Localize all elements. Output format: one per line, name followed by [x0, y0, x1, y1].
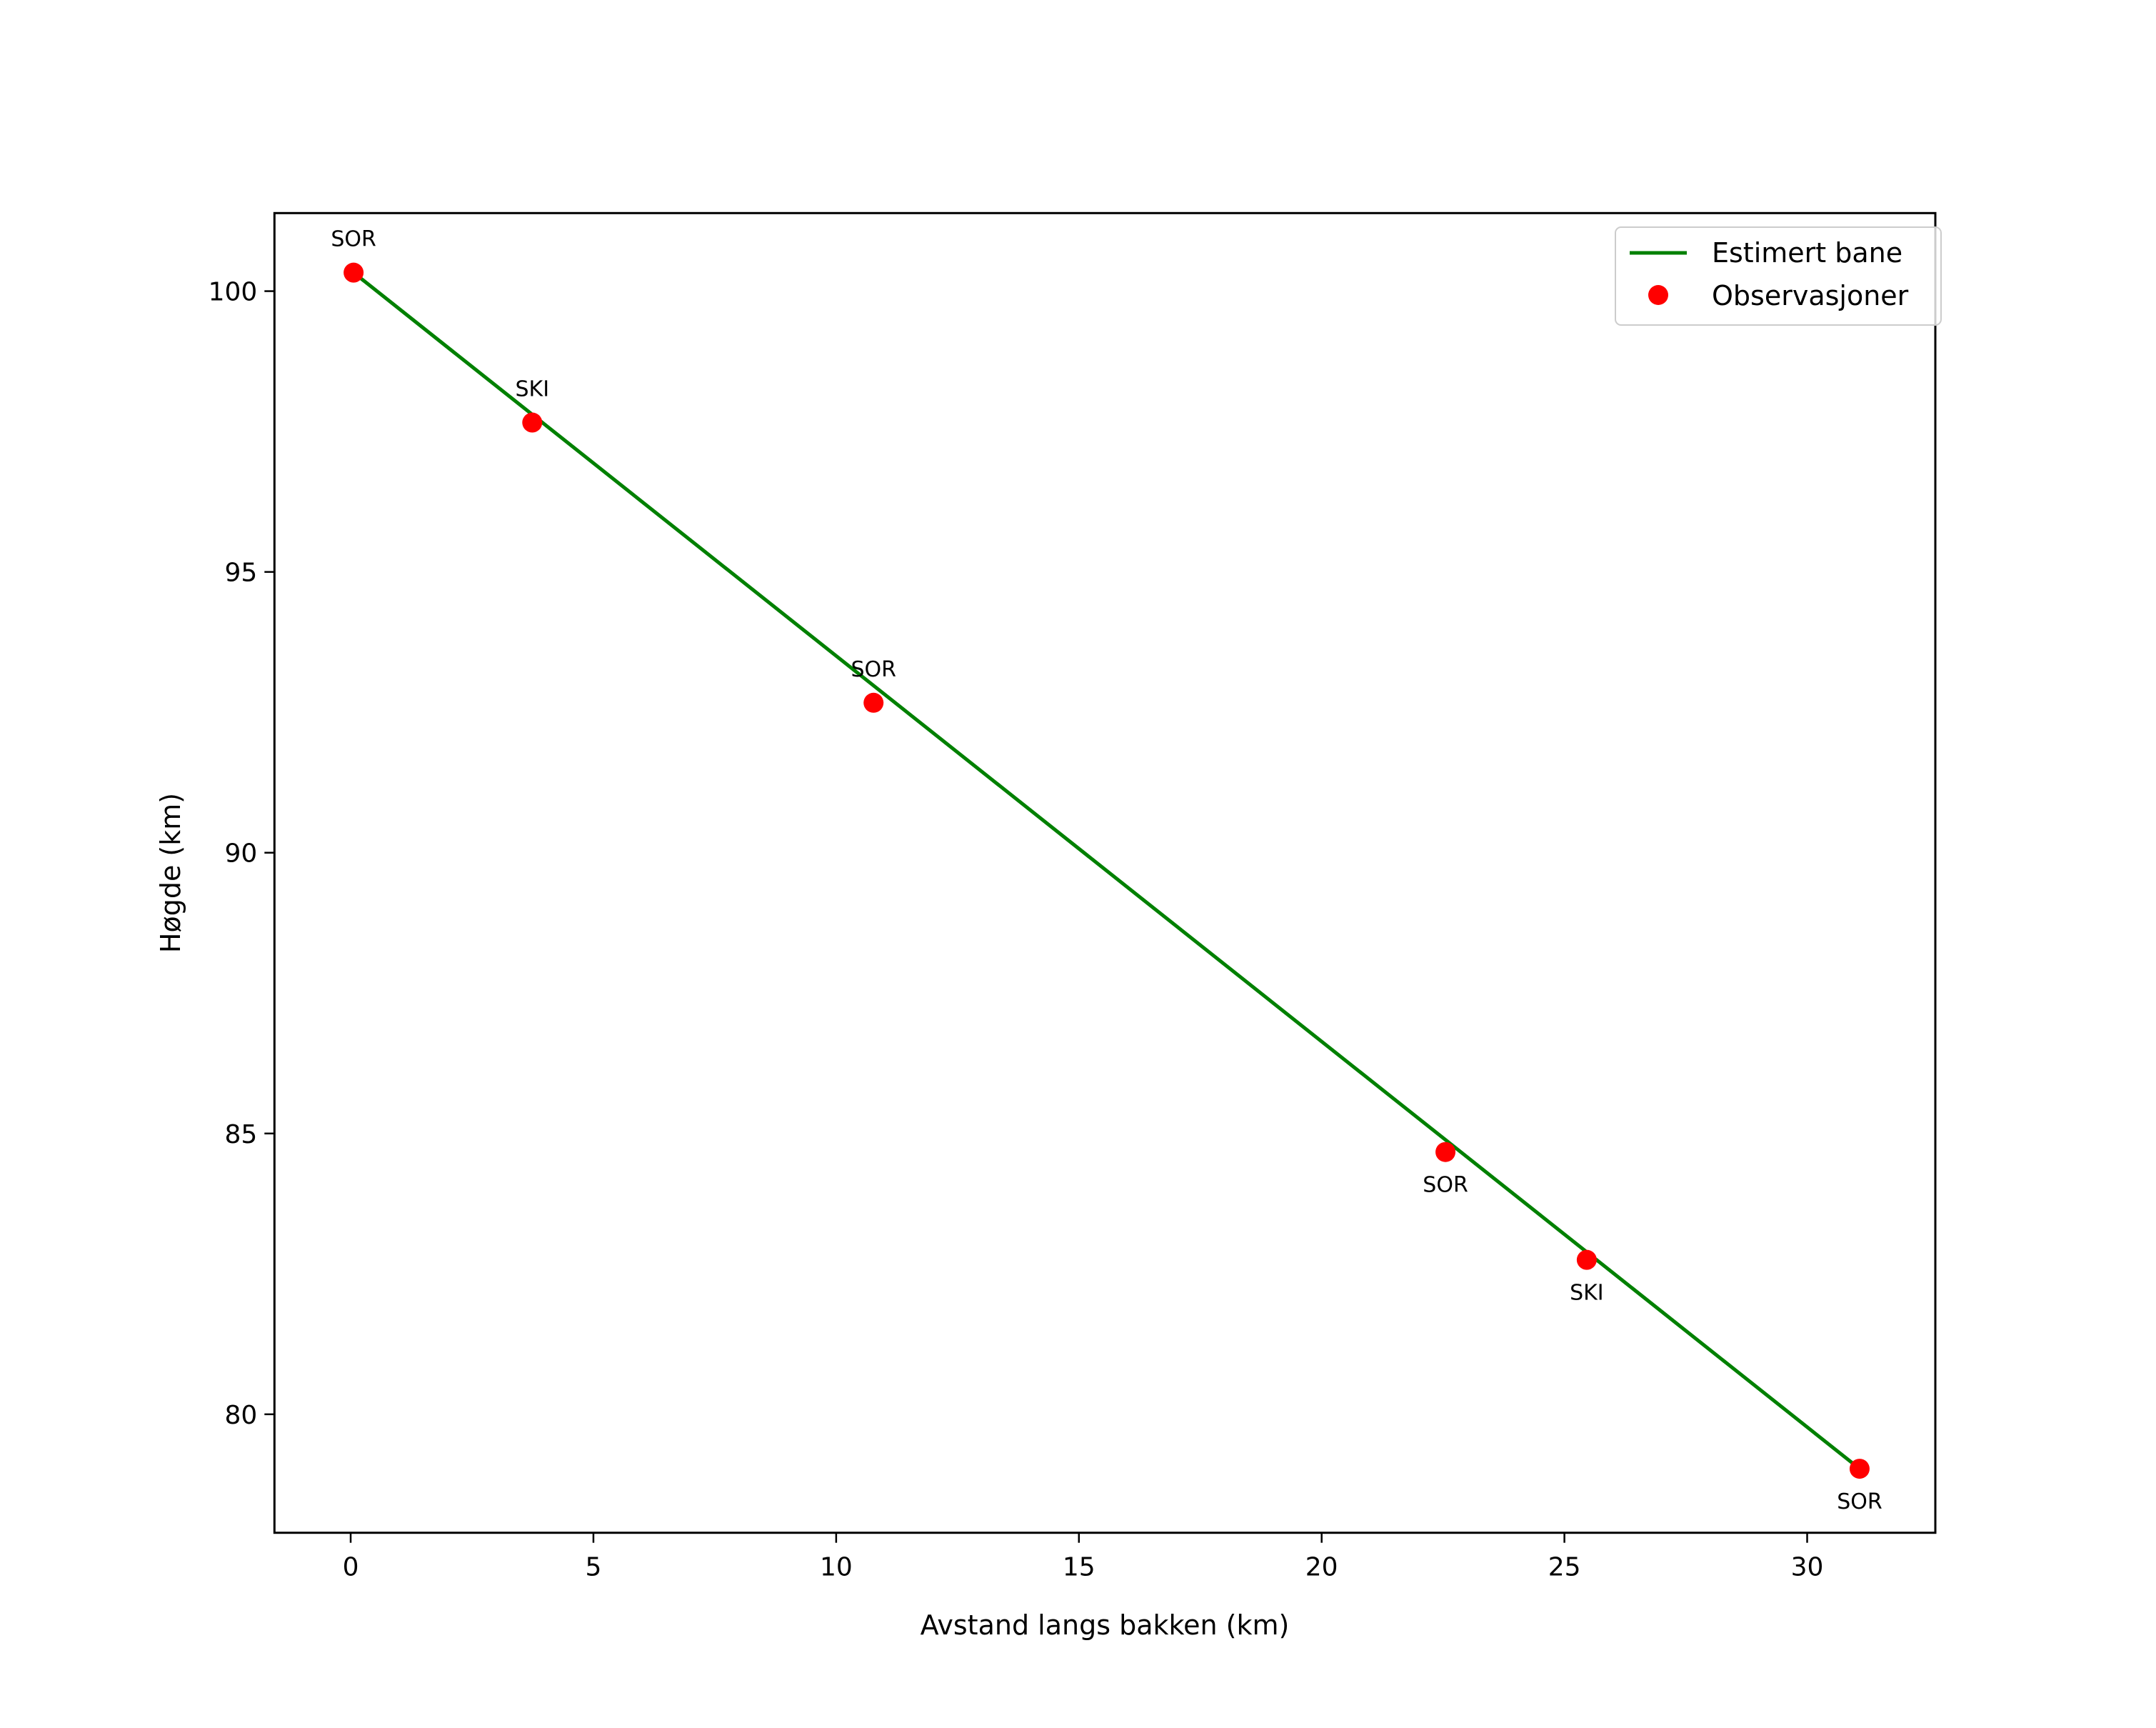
- axes-frame: [273, 211, 1937, 1534]
- x-tick-label: 15: [1063, 1553, 1095, 1582]
- observation-point: [863, 692, 884, 713]
- plot-area: SOR SKI SOR SOR SKI SOR 0 5 10 15 20 25 30 80 85 90 95…: [209, 211, 1937, 1582]
- observation-point: [1435, 1142, 1456, 1162]
- x-tick-label: 20: [1305, 1553, 1338, 1582]
- observation-label: SOR: [331, 227, 376, 252]
- observation-label: SKI: [516, 377, 550, 402]
- y-tick-label: 90: [224, 839, 257, 869]
- trajectory-polyline: [352, 271, 1861, 1471]
- observation-point: [1576, 1249, 1597, 1270]
- legend-label-estimert-bane: Estimert bane: [1712, 237, 1902, 269]
- y-tick-label: 95: [224, 559, 257, 588]
- y-tick-label: 100: [209, 278, 258, 307]
- observation-label: SOR: [1423, 1173, 1468, 1198]
- legend-dot-icon: [1648, 285, 1668, 305]
- y-tick-label: 85: [224, 1120, 257, 1149]
- observation-label: SOR: [1837, 1489, 1882, 1514]
- x-tick-label: 10: [820, 1553, 853, 1582]
- axes-background: [274, 213, 1935, 1533]
- observation-points: SOR SKI SOR SOR SKI SOR: [331, 227, 1882, 1514]
- y-axis-ticks: 80 85 90 95 100: [209, 278, 275, 1430]
- x-tick-label: 5: [585, 1553, 601, 1582]
- observation-label: SKI: [1570, 1281, 1604, 1306]
- estimated-trajectory-line: [352, 271, 1861, 1471]
- legend-label-observasjoner: Observasjoner: [1712, 280, 1909, 311]
- x-axis-ticks: 0 5 10 15 20 25 30: [343, 1532, 1824, 1582]
- x-axis-label: Avstand langs bakken (km): [921, 1609, 1290, 1641]
- legend: Estimert bane Observasjoner: [1615, 226, 1942, 326]
- x-tick-label: 30: [1791, 1553, 1824, 1582]
- y-axis-label: Høgde (km): [155, 793, 186, 953]
- observation-point: [522, 412, 543, 433]
- observation-point: [344, 262, 364, 283]
- x-tick-label: 0: [343, 1553, 359, 1582]
- observation-point: [1849, 1459, 1870, 1479]
- observation-label: SOR: [851, 657, 896, 682]
- y-tick-label: 80: [224, 1401, 257, 1430]
- legend-box: [1615, 226, 1942, 326]
- x-tick-label: 25: [1548, 1553, 1581, 1582]
